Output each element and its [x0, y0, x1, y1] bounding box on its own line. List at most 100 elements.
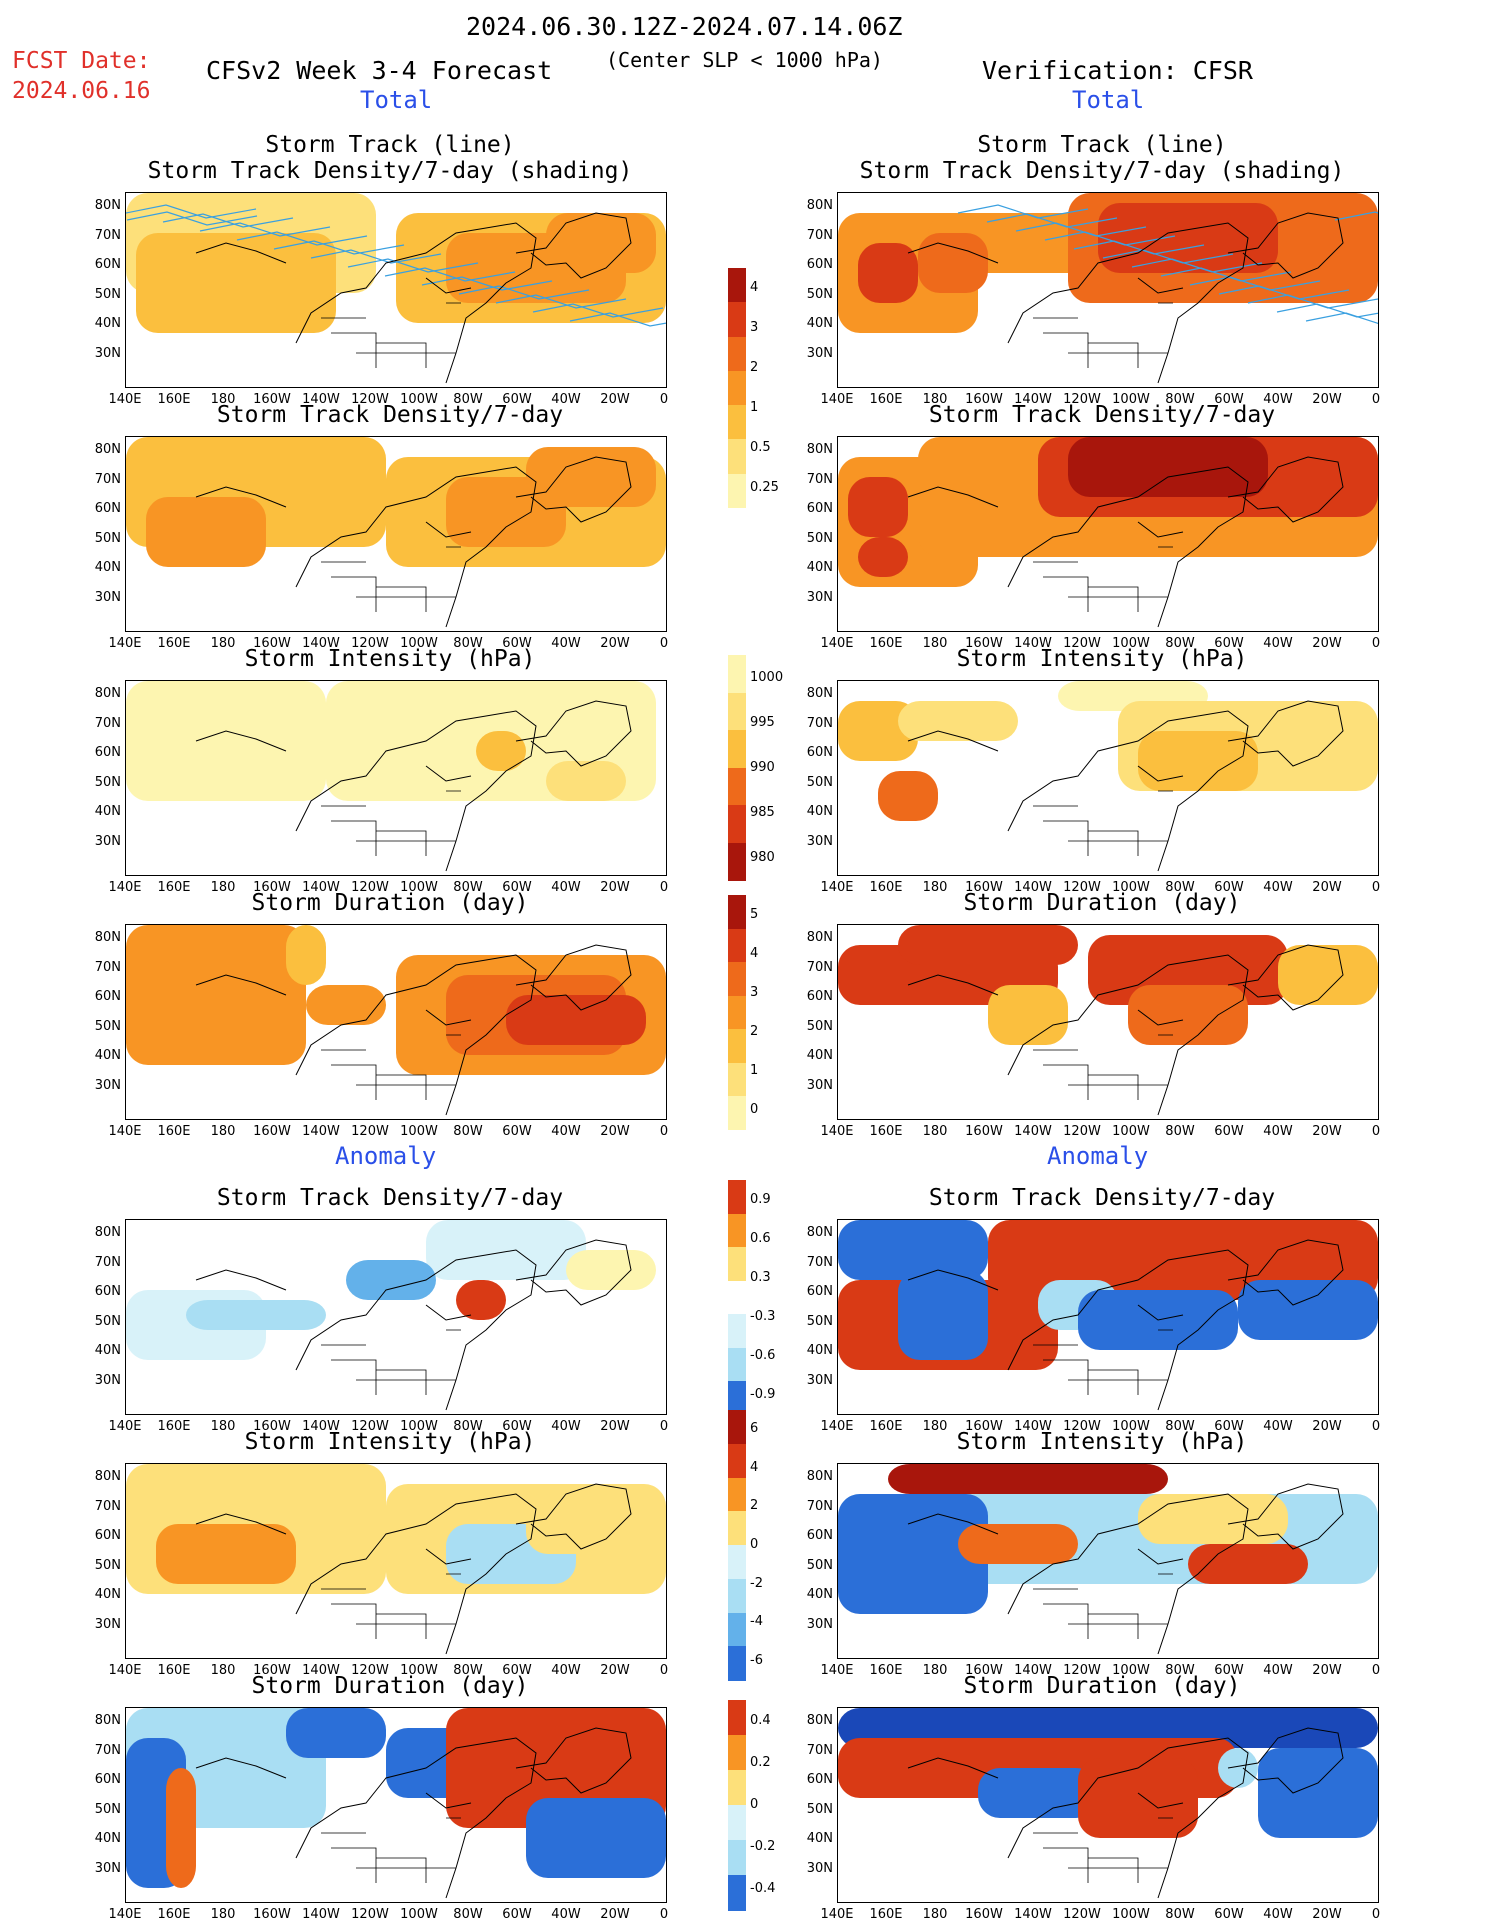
lon-label: 20W [600, 1419, 630, 1434]
storm-track-line [126, 204, 257, 219]
lon-label: 60W [1214, 392, 1244, 407]
lon-label: 180 [210, 1419, 236, 1434]
lat-label: 80N [806, 1469, 833, 1484]
state-borders [1033, 1573, 1173, 1639]
map-shading [838, 681, 1378, 872]
map-shading [126, 1220, 656, 1411]
lon-label: 100W [400, 880, 438, 895]
lon-label: 80W [1165, 1419, 1195, 1434]
colorbar-segment [728, 1347, 746, 1382]
colorbar-segment [728, 1096, 746, 1131]
map-panel-track-cfsr [837, 192, 1379, 388]
lon-label: 120W [351, 392, 389, 407]
lat-label: 30N [94, 345, 121, 361]
colorbar-segment [728, 336, 746, 372]
lon-label: 60W [502, 636, 532, 651]
colorbar-duration-anom [728, 1700, 746, 1911]
lon-label: 40W [1263, 880, 1293, 895]
shaded-region [286, 1708, 386, 1758]
lat-label: 30N [806, 833, 833, 849]
lat-label: 30N [806, 1616, 833, 1632]
coastline [195, 700, 632, 872]
colorbar-label: 1000 [750, 669, 784, 685]
map-panel-density-cfsr [837, 436, 1379, 632]
lon-label: 80W [1165, 1124, 1195, 1139]
lat-label: 70N [806, 1742, 833, 1758]
lon-label: 80W [1165, 392, 1195, 407]
lon-label: 160W [965, 1663, 1003, 1678]
shaded-region [476, 731, 526, 771]
lat-label: 50N [806, 774, 833, 790]
colorbar-segment [728, 1180, 746, 1215]
lon-label: 160E [157, 1907, 191, 1922]
colorbar-segment [728, 405, 746, 440]
lon-label: 160W [965, 880, 1003, 895]
storm-track-line [1276, 303, 1378, 318]
colorbar-segment [728, 1770, 746, 1806]
state-borders [321, 790, 461, 856]
shaded-region [1068, 437, 1268, 497]
colorbar-segment [728, 1062, 746, 1097]
lon-label: 160E [157, 636, 191, 651]
lon-label: 40W [1263, 1419, 1293, 1434]
lon-label: 140W [1014, 1663, 1052, 1678]
colorbar-segment [728, 655, 746, 693]
lon-label: 140E [108, 1124, 142, 1139]
map-shading [126, 1708, 666, 1899]
lon-label: 160W [965, 1124, 1003, 1139]
lat-label: 50N [806, 1801, 833, 1817]
lat-label: 70N [806, 1498, 833, 1514]
lat-label: 30N [806, 345, 833, 361]
colorbar-segment [728, 473, 746, 509]
lat-label: 60N [94, 745, 121, 760]
lon-label: 140E [108, 1663, 142, 1678]
storm-track-line [1247, 294, 1378, 309]
lat-label: 30N [806, 1372, 833, 1388]
lon-label: 60W [502, 1124, 532, 1139]
lat-label: 60N [806, 1772, 833, 1787]
lon-label: 80W [453, 1663, 483, 1678]
lon-label: 160W [253, 1124, 291, 1139]
shaded-region [958, 1524, 1078, 1564]
map-panel-duration-cfsr [837, 924, 1379, 1120]
lon-label: 140W [302, 1419, 340, 1434]
lon-label: 20W [600, 636, 630, 651]
map-panel-density-anom-cfsr [837, 1219, 1379, 1415]
coastline [195, 1727, 632, 1899]
lon-label: 180 [210, 1124, 236, 1139]
shaded-region [858, 243, 918, 303]
lon-label: 120W [351, 1419, 389, 1434]
lat-label: 30N [806, 589, 833, 605]
map-panel-intensity-cfsr [837, 680, 1379, 876]
colorbar-segment [728, 895, 746, 930]
coastline [907, 944, 1344, 1116]
shaded-region [546, 213, 656, 273]
map-panel-density-anom-forecast [125, 1219, 667, 1415]
lon-label: 140W [302, 1907, 340, 1922]
lon-label: 140E [820, 880, 854, 895]
shaded-region [136, 233, 336, 333]
lat-label: 70N [94, 471, 121, 487]
section-anomaly-right: Anomaly [1047, 1142, 1149, 1170]
shaded-region [838, 1494, 988, 1614]
colorbar-segment [728, 692, 746, 731]
lat-label: 30N [94, 1860, 121, 1876]
lat-label: 40N [806, 1343, 833, 1358]
coastline [907, 1727, 1344, 1899]
lon-label: 20W [600, 1907, 630, 1922]
lon-label: 120W [1063, 1907, 1101, 1922]
shaded-region [838, 701, 918, 761]
lat-label: 80N [806, 442, 833, 457]
lat-label: 70N [94, 959, 121, 975]
lon-label: 100W [1112, 1419, 1150, 1434]
colorbar-label: -2 [750, 1575, 763, 1591]
storm-track-line [1015, 222, 1147, 237]
lon-label: 60W [502, 1419, 532, 1434]
map-shading [838, 925, 1378, 1116]
shaded-region [1258, 1748, 1378, 1838]
shaded-region [166, 1768, 196, 1888]
lon-label: 140E [820, 1663, 854, 1678]
storm-track-line [1044, 231, 1176, 246]
storm-track-line [1334, 211, 1378, 221]
criterion-subtitle: (Center SLP < 1000 hPa) [606, 48, 883, 72]
